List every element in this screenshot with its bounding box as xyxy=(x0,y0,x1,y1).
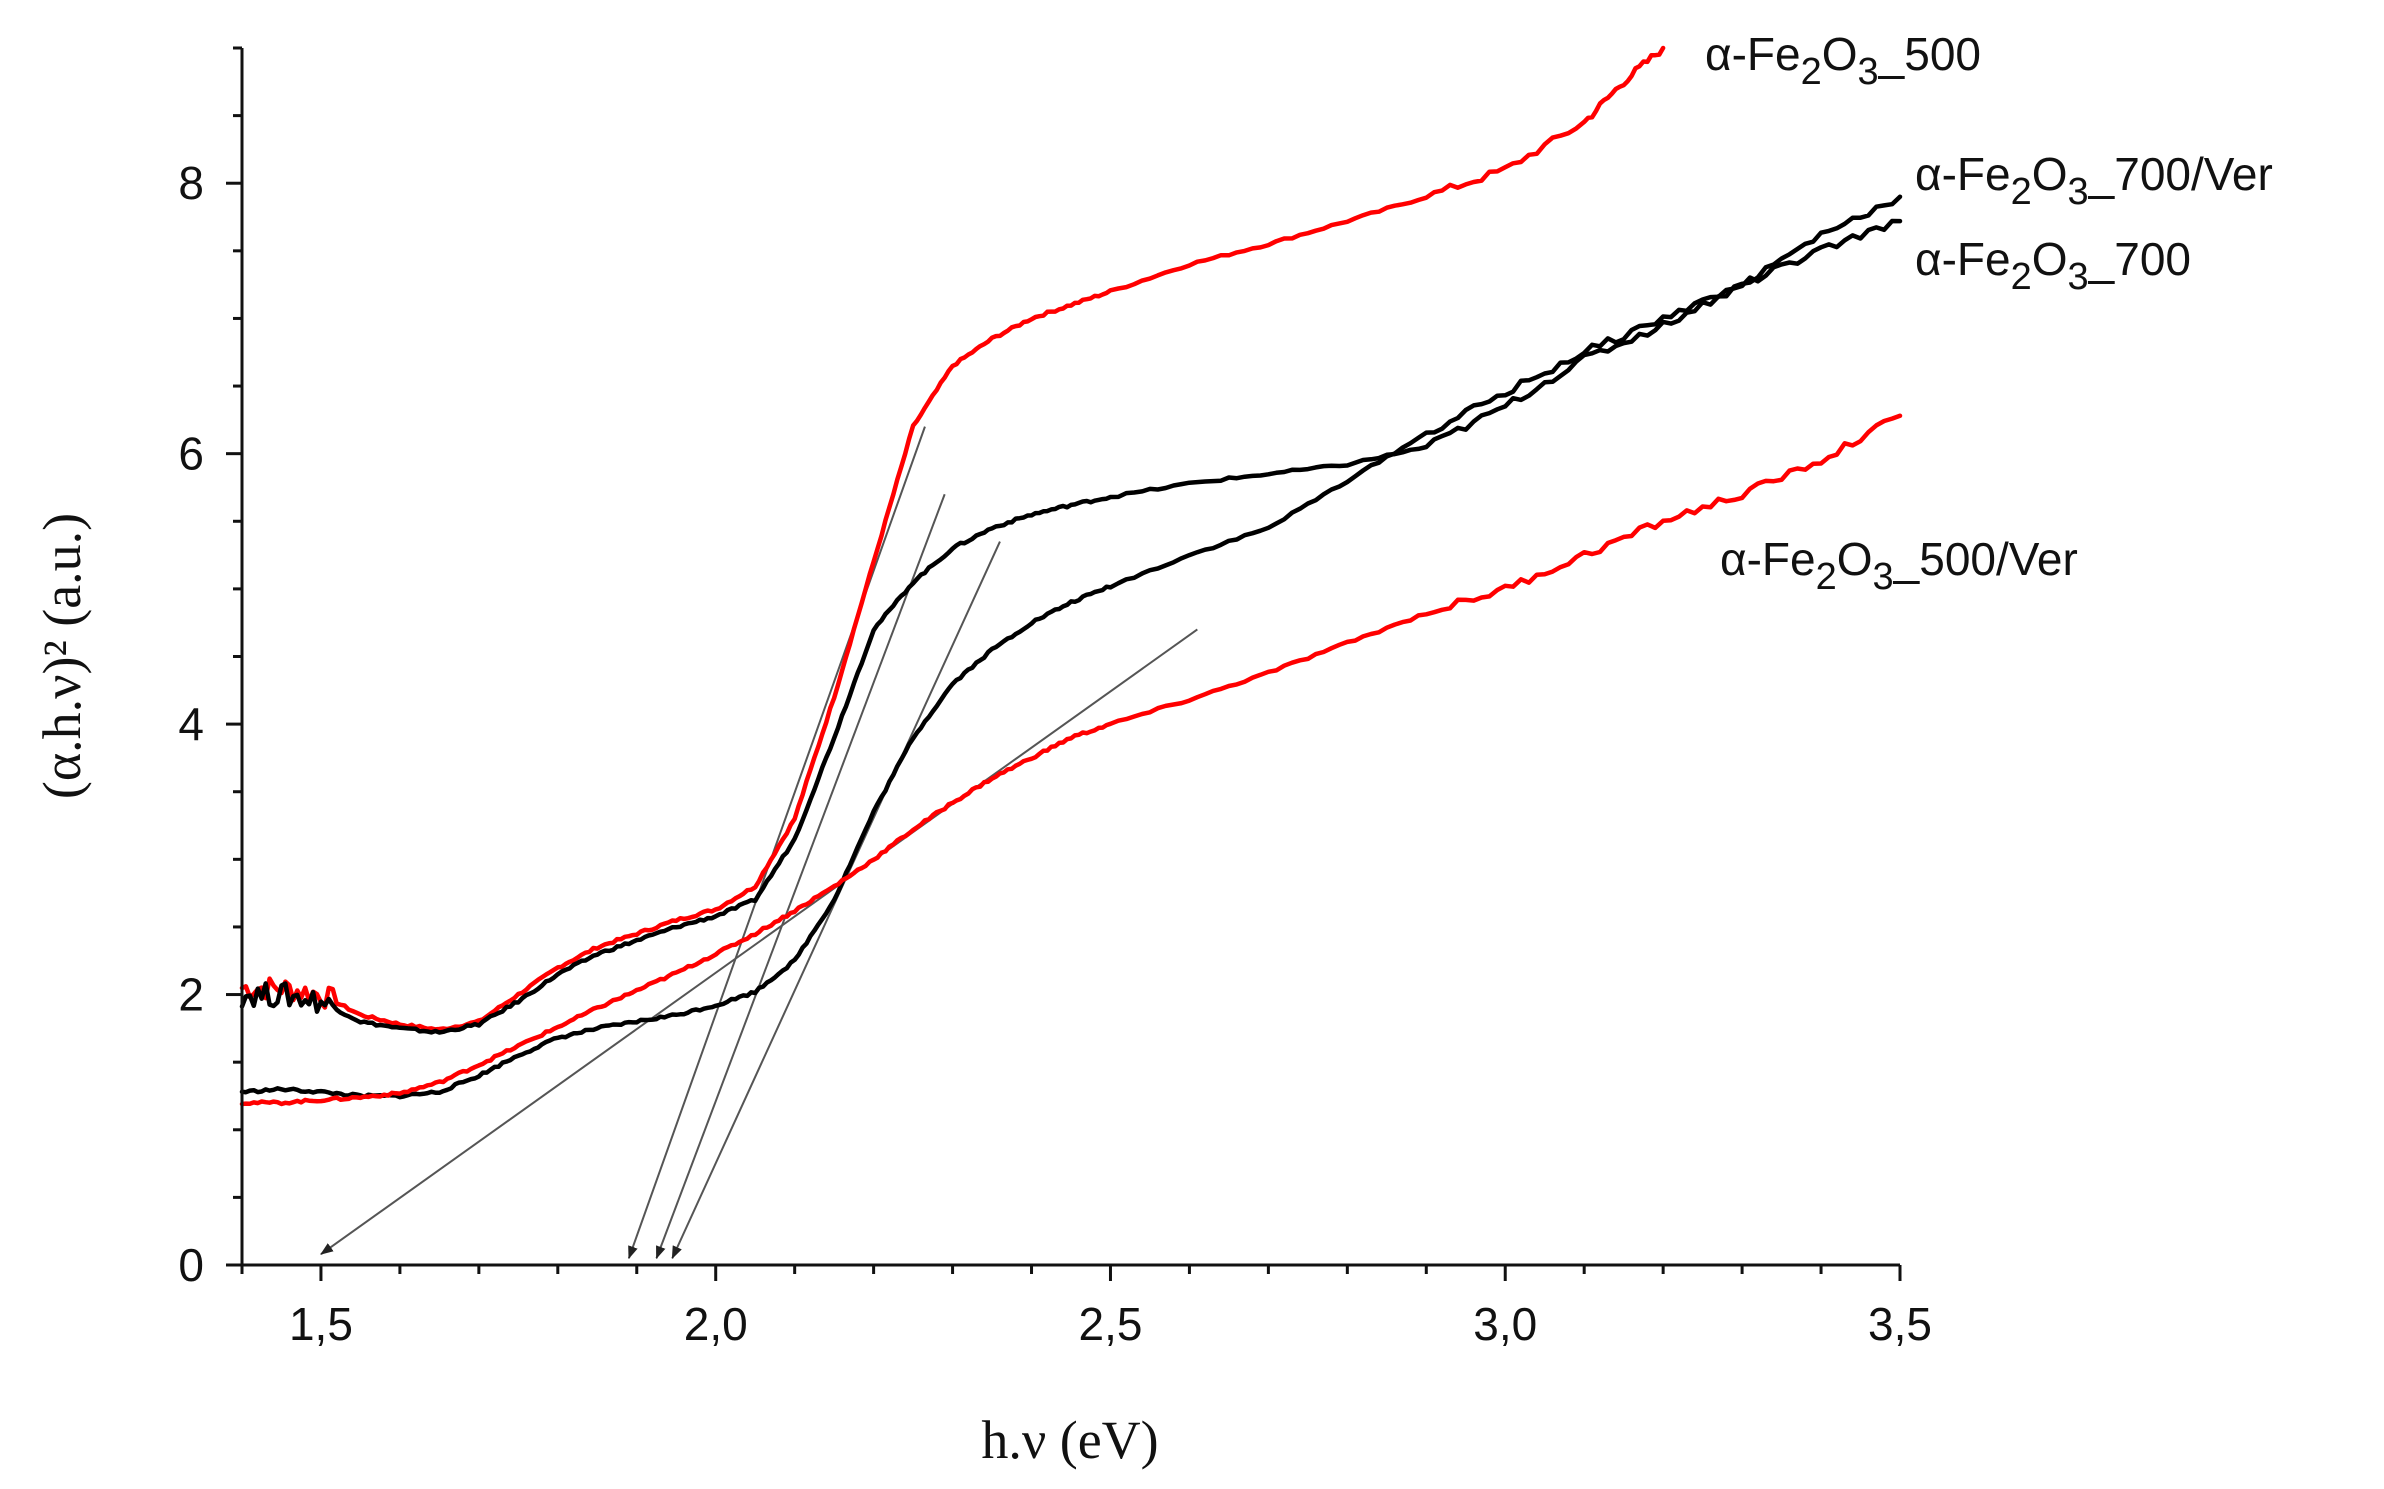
x-tick-label: 3,0 xyxy=(1473,1298,1537,1350)
ticks xyxy=(226,46,1902,1281)
series-label: α-Fe2O3_500 xyxy=(1705,28,1981,93)
series-label: α-Fe2O3_700 xyxy=(1915,233,2191,298)
x-tick-label: 2,5 xyxy=(1078,1298,1142,1350)
tangent-line xyxy=(627,426,926,1260)
y-axis-title: (α.h.ν)² (a.u.) xyxy=(32,513,92,799)
series-line xyxy=(239,45,1666,1032)
y-tick-label: 0 xyxy=(178,1239,204,1291)
series-line xyxy=(239,194,1903,1035)
tick-labels: 1,5 2,0 2,5 3,0 3,5 0 2 4 6 8 xyxy=(178,157,1932,1350)
x-tick-label: 2,0 xyxy=(684,1298,748,1350)
y-tick-label: 2 xyxy=(178,969,204,1021)
x-tick-label: 3,5 xyxy=(1868,1298,1932,1350)
tangent-line xyxy=(655,493,946,1260)
tangent-line xyxy=(320,628,1198,1255)
series-label: α-Fe2O3_500/Ver xyxy=(1720,533,2078,598)
x-axis-title: h.ν (eV) xyxy=(981,1410,1158,1470)
series-line xyxy=(239,218,1903,1100)
x-tick-label: 1,5 xyxy=(289,1298,353,1350)
y-tick-label: 4 xyxy=(178,698,204,750)
y-tick-label: 8 xyxy=(178,157,204,209)
series-labels: α-Fe2O3_500 α-Fe2O3_700/Ver α-Fe2O3_700 α-F… xyxy=(1705,28,2273,598)
series-line xyxy=(239,413,1903,1107)
series-label: α-Fe2O3_700/Ver xyxy=(1915,148,2273,213)
tangent-lines xyxy=(320,426,1198,1260)
y-tick-label: 6 xyxy=(178,428,204,480)
axes xyxy=(240,48,1900,1267)
series-group xyxy=(239,45,1903,1107)
